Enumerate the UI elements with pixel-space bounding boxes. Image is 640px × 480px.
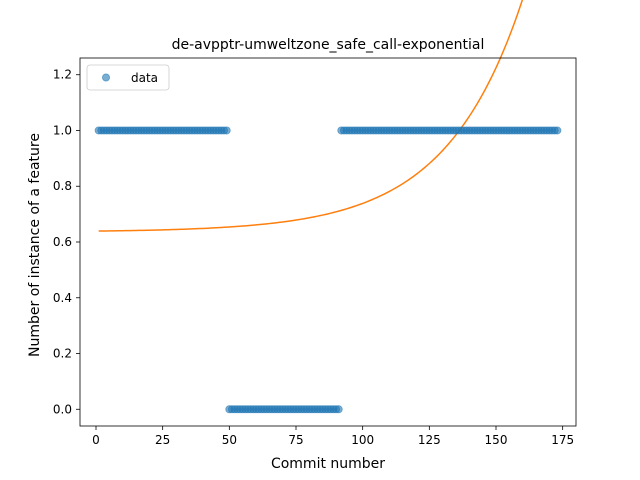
y-axis: 0.0 0.2 0.4 0.6 0.8 1.0 1.2 <box>53 68 80 416</box>
legend: data <box>86 64 170 91</box>
x-axis-label: Commit number <box>271 456 385 472</box>
x-tick-label: 150 <box>485 433 508 447</box>
y-tick-label: 1.2 <box>53 68 72 82</box>
y-axis-label: Number of instance of a feature <box>27 133 43 357</box>
x-axis: 0 25 50 75 100 125 150 175 <box>92 426 574 447</box>
chart-title: de-avpptr-umweltzone_safe_call-exponenti… <box>172 37 485 53</box>
plot-background <box>80 58 576 426</box>
fit-layer <box>98 0 524 232</box>
fit-line <box>98 0 524 232</box>
data-point <box>222 126 231 135</box>
data-point <box>553 126 562 135</box>
y-tick-label: 0.8 <box>53 179 72 193</box>
legend-box <box>86 64 170 91</box>
x-tick-label: 50 <box>222 433 237 447</box>
legend-marker <box>102 73 111 82</box>
data-point <box>334 405 343 414</box>
x-tick-label: 25 <box>155 433 170 447</box>
x-tick-label: 125 <box>418 433 441 447</box>
x-tick-label: 100 <box>351 433 374 447</box>
y-tick-label: 0.4 <box>53 291 72 305</box>
points-layer <box>94 126 562 414</box>
x-tick-label: 0 <box>92 433 100 447</box>
x-tick-label: 175 <box>551 433 574 447</box>
y-tick-label: 0.6 <box>53 235 72 249</box>
legend-label: data <box>131 71 158 85</box>
x-tick-label: 75 <box>288 433 303 447</box>
y-tick-label: 1.0 <box>53 123 72 137</box>
y-tick-label: 0.0 <box>53 402 72 416</box>
plot-area <box>80 58 576 426</box>
y-tick-label: 0.2 <box>53 347 72 361</box>
